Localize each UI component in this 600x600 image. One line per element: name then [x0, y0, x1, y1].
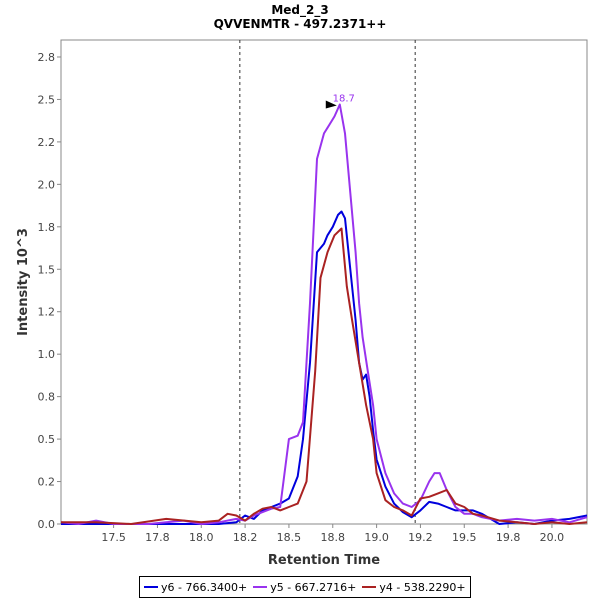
y-tick-label: 0.2 — [38, 476, 56, 489]
peak-marker-icon — [325, 100, 337, 109]
chart-subtitle: QVVENMTR - 497.2371++ — [213, 17, 387, 31]
legend-swatch-y6 — [144, 586, 158, 588]
legend-swatch-y4 — [362, 586, 377, 588]
y-tick-label: 0.8 — [38, 391, 56, 404]
x-tick-label: 19.2 — [408, 531, 433, 544]
x-tick-label: 17.8 — [145, 531, 170, 544]
x-tick-label: 19.5 — [452, 531, 477, 544]
plot-area — [60, 39, 588, 525]
x-tick-label: 18.0 — [189, 531, 214, 544]
legend-label-y5: y5 - 667.2716+ — [270, 580, 357, 594]
peak-label: 18.7 — [333, 94, 355, 105]
y-tick-label: 0.5 — [38, 433, 56, 446]
y-tick-label: 2.8 — [38, 51, 56, 64]
x-tick-label: 18.8 — [321, 531, 346, 544]
y-tick-label: 0.0 — [38, 518, 56, 531]
y-tick-label: 1.0 — [38, 348, 56, 361]
chart-title: Med_2_3 — [271, 3, 329, 17]
y-tick-label: 1.5 — [38, 263, 56, 276]
x-tick-label: 19.8 — [496, 531, 521, 544]
legend: y6 - 766.3400+ y5 - 667.2716+ y4 - 538.2… — [139, 576, 471, 598]
y-tick-label: 2.2 — [38, 136, 56, 149]
x-tick-label: 18.5 — [277, 531, 302, 544]
y-tick-label: 1.2 — [38, 306, 56, 319]
y-tick-label: 1.8 — [38, 221, 56, 234]
series-line-y5 — [60, 103, 588, 525]
legend-label-y4: y4 - 538.2290+ — [379, 580, 466, 594]
x-tick-label: 19.0 — [364, 531, 389, 544]
legend-item-y6: y6 - 766.3400+ — [144, 581, 247, 594]
legend-label-y6: y6 - 766.3400+ — [161, 580, 248, 594]
x-tick-label: 17.5 — [101, 531, 126, 544]
legend-item-y5: y5 - 667.2716+ — [253, 581, 356, 594]
legend-swatch-y5 — [253, 586, 268, 588]
y-tick-label: 2.0 — [38, 178, 56, 191]
series-line-y4 — [61, 227, 588, 525]
y-tick-label: 2.5 — [38, 93, 56, 106]
legend-item-y4: y4 - 538.2290+ — [362, 580, 466, 594]
x-tick-label: 18.2 — [233, 531, 258, 544]
x-tick-label: 20.0 — [540, 531, 565, 544]
series-line-y6 — [61, 210, 588, 525]
x-axis-title: Retention Time — [268, 553, 380, 568]
y-axis-title: Intensity 10^3 — [16, 228, 31, 336]
